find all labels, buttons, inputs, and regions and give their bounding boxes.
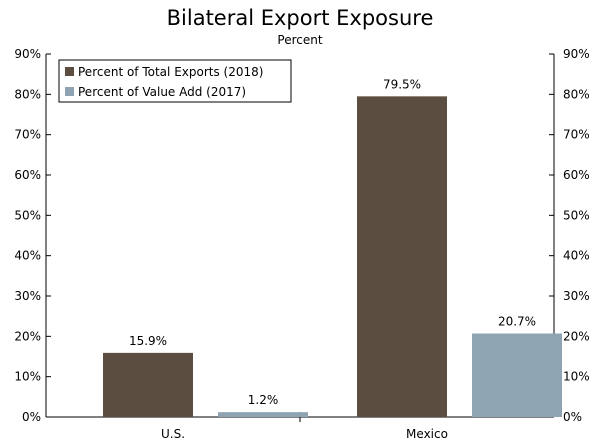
chart-subtitle: Percent (277, 33, 322, 47)
y-tick-label-left: 0% (22, 410, 41, 424)
y-tick-label-left: 30% (14, 289, 41, 303)
legend-swatch-total-exports (65, 67, 74, 76)
y-tick-label-left: 20% (14, 329, 41, 343)
y-tick-label-left: 50% (14, 208, 41, 222)
y-tick-label-left: 80% (14, 87, 41, 101)
data-label: 20.7% (498, 315, 536, 329)
bar-percent-of-total-exports-2018 (357, 96, 447, 417)
y-tick-label-right: 40% (563, 249, 590, 263)
legend: Percent of Total Exports (2018) Percent … (58, 59, 292, 103)
data-label: 1.2% (248, 393, 279, 407)
bar-percent-of-value-add-2017 (472, 333, 562, 417)
legend-box (58, 59, 292, 103)
y-tick-label-right: 10% (563, 370, 590, 384)
axes: 0% 0% 10% 10% 20% 20% 30% 30% 40% 40% 50% 50% 60% 60%… (14, 47, 589, 441)
legend-label-total-exports: Percent of Total Exports (2018) (78, 65, 263, 79)
y-tick-label-right: 60% (563, 168, 590, 182)
y-tick-label-left: 40% (14, 249, 41, 263)
y-tick-label-left: 90% (14, 47, 41, 61)
data-label: 15.9% (129, 334, 167, 348)
bar-percent-of-total-exports-2018 (103, 352, 193, 417)
y-tick-label-right: 70% (563, 128, 590, 142)
y-tick-label-right: 50% (563, 208, 590, 222)
y-tick-label-right: 0% (563, 410, 582, 424)
y-tick-label-right: 30% (563, 289, 590, 303)
legend-label-value-add: Percent of Value Add (2017) (78, 85, 246, 99)
chart-title: Bilateral Export Exposure (167, 6, 434, 30)
data-label: 79.5% (383, 77, 421, 91)
y-tick-label-right: 90% (563, 47, 590, 61)
bar-percent-of-value-add-2017 (218, 412, 308, 417)
bars: 15.9% 1.2% 79.5% 20.7% (103, 77, 562, 417)
y-tick-label-right: 20% (563, 329, 590, 343)
legend-swatch-value-add (65, 87, 74, 96)
x-category-label: U.S. (161, 427, 185, 441)
y-tick-label-left: 70% (14, 128, 41, 142)
y-tick-label-right: 80% (563, 87, 590, 101)
x-category-label: Mexico (406, 427, 448, 441)
y-tick-label-left: 10% (14, 370, 41, 384)
y-tick-label-left: 60% (14, 168, 41, 182)
